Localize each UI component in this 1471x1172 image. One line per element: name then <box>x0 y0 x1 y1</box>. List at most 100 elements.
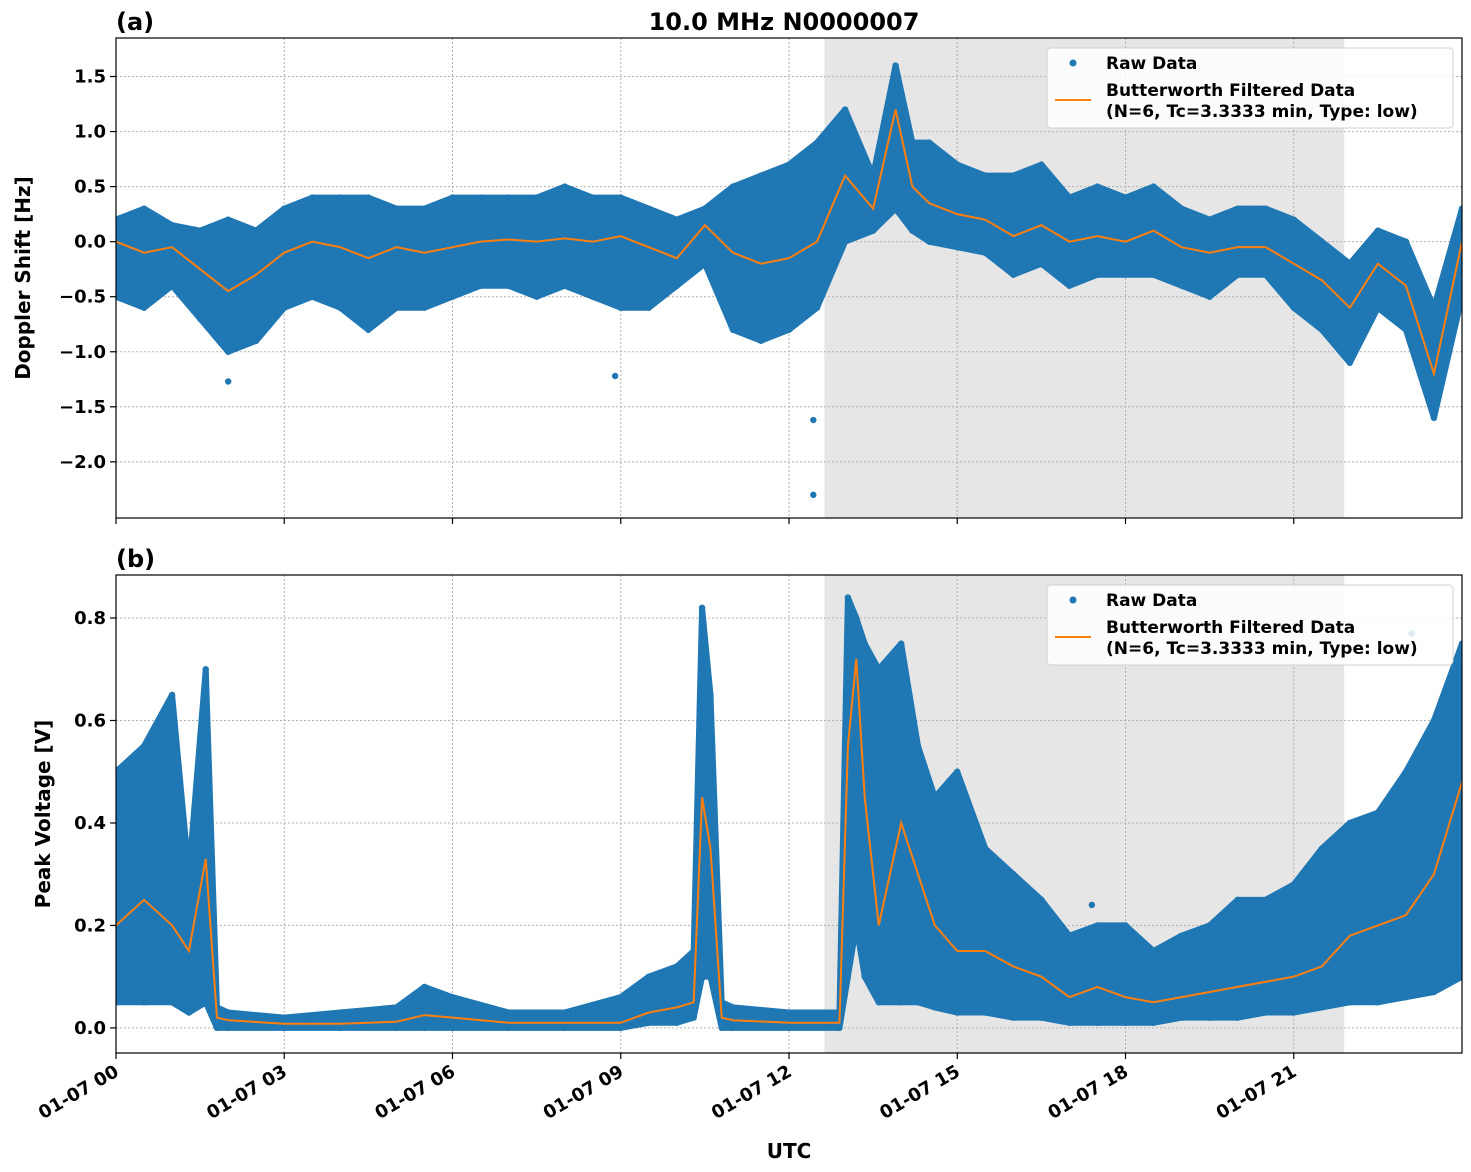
raw-data-outlier <box>1088 901 1096 909</box>
raw-data-point <box>213 1024 221 1032</box>
raw-data-point <box>1374 999 1382 1006</box>
raw-data-point <box>931 1004 939 1011</box>
raw-data-point <box>393 1004 400 1011</box>
raw-data-point <box>982 1009 989 1016</box>
raw-data-point <box>982 845 989 852</box>
raw-data-point <box>421 205 428 212</box>
y-tick-label: 1.5 <box>74 67 106 88</box>
filtered-data-series <box>116 109 1462 378</box>
x-tick-label: 01-07 21 <box>1213 1061 1300 1124</box>
raw-data-point <box>116 293 120 300</box>
raw-data-point <box>1346 819 1354 827</box>
raw-data-point <box>617 304 624 311</box>
raw-data-point <box>1430 988 1438 996</box>
figure-title: 10.0 MHz N0000007 <box>649 8 920 36</box>
raw-data-series <box>116 62 1462 421</box>
legend-box <box>1046 47 1454 129</box>
raw-data-point <box>897 999 905 1006</box>
raw-data-point <box>813 139 821 146</box>
raw-data-point <box>1206 922 1213 929</box>
raw-data-point <box>1430 717 1438 724</box>
y-tick-label: 0.0 <box>74 232 106 253</box>
raw-data-point <box>954 161 961 168</box>
raw-data-point <box>1262 205 1269 212</box>
raw-data-point <box>1318 238 1325 245</box>
x-tick-label: 01-07 09 <box>540 1061 627 1124</box>
raw-data-point <box>1346 999 1354 1006</box>
raw-data-point <box>1458 293 1462 300</box>
raw-data-point <box>707 691 714 699</box>
raw-data-point <box>897 640 905 647</box>
raw-data-point <box>196 227 204 234</box>
raw-data-point <box>875 999 882 1006</box>
raw-data-point <box>185 870 193 878</box>
raw-data-point <box>1150 271 1157 278</box>
legend-label-filter-params: (N=6, Tc=3.3333 min, Type: low) <box>1106 639 1418 659</box>
raw-data-point <box>861 640 868 647</box>
raw-data-point <box>909 139 916 146</box>
raw-data-point <box>140 999 148 1006</box>
raw-data-point <box>1122 1019 1129 1026</box>
raw-data-point <box>140 304 148 311</box>
raw-data-point <box>1290 1009 1297 1016</box>
raw-data-point <box>853 922 860 929</box>
raw-data-point <box>645 304 652 311</box>
y-tick-label: 1.0 <box>74 122 106 143</box>
raw-data-series <box>116 594 1462 1031</box>
raw-data-point <box>393 304 400 311</box>
raw-data-point <box>1066 1019 1073 1026</box>
raw-data-point <box>1038 260 1045 267</box>
raw-data-point <box>954 243 961 251</box>
panel-a: 1.5 1.0 0.5 0.0 −0.5 −1.0 −1.5 −2.0 (a) Doppler S… <box>11 8 1463 524</box>
raw-data-point <box>1010 271 1017 278</box>
raw-data-point <box>1374 304 1382 311</box>
raw-data-point <box>168 999 176 1006</box>
raw-data-point <box>841 238 849 245</box>
raw-data-point <box>421 1024 428 1032</box>
y-tick-label: 0.4 <box>74 813 106 834</box>
raw-data-point <box>836 1024 843 1032</box>
plot-area <box>116 594 1462 1032</box>
raw-data-point <box>140 742 148 750</box>
raw-data-outlier <box>611 372 619 380</box>
raw-data-point <box>253 337 260 344</box>
raw-data-point <box>116 768 120 775</box>
y-tick-label: 0.8 <box>74 608 106 629</box>
x-tick-label: 01-07 15 <box>876 1061 963 1124</box>
raw-data-point <box>1290 304 1297 311</box>
filtered-data-series <box>116 658 1462 1025</box>
panel-label: (b) <box>116 545 155 573</box>
raw-data-point <box>393 1024 400 1032</box>
raw-data-point <box>337 1009 344 1016</box>
raw-data-point <box>116 999 120 1006</box>
raw-data-point <box>281 205 288 212</box>
raw-data-point <box>1458 973 1462 980</box>
raw-data-point <box>1094 271 1101 278</box>
raw-data-point <box>365 194 372 201</box>
raw-data-point <box>914 999 922 1006</box>
raw-data-point <box>202 666 209 673</box>
raw-data-point <box>1206 1014 1213 1021</box>
x-tick-label: 01-07 00 <box>35 1061 122 1124</box>
raw-data-point <box>309 194 316 201</box>
raw-data-point <box>701 205 709 212</box>
raw-data-point <box>982 249 989 256</box>
panel-b: 01-07 00 01-07 03 01-07 06 01-07 09 01-07 12… <box>31 545 1463 1124</box>
axes-frame <box>115 574 1463 1054</box>
raw-data-point <box>1430 414 1438 422</box>
raw-data-point <box>982 172 989 179</box>
raw-data-point <box>1318 326 1325 333</box>
raw-data-point <box>1206 216 1213 223</box>
raw-data-point <box>561 1024 568 1032</box>
raw-data-point <box>813 304 821 311</box>
raw-data-point <box>185 1009 193 1016</box>
raw-data-point <box>844 973 852 980</box>
raw-data-point <box>1346 260 1354 267</box>
raw-data-point <box>505 1024 512 1032</box>
raw-data-point <box>1066 194 1073 201</box>
raw-data-point <box>1402 768 1410 775</box>
raw-data-point <box>718 1024 725 1032</box>
raw-data-point <box>337 194 344 201</box>
raw-data-point <box>449 993 456 1001</box>
